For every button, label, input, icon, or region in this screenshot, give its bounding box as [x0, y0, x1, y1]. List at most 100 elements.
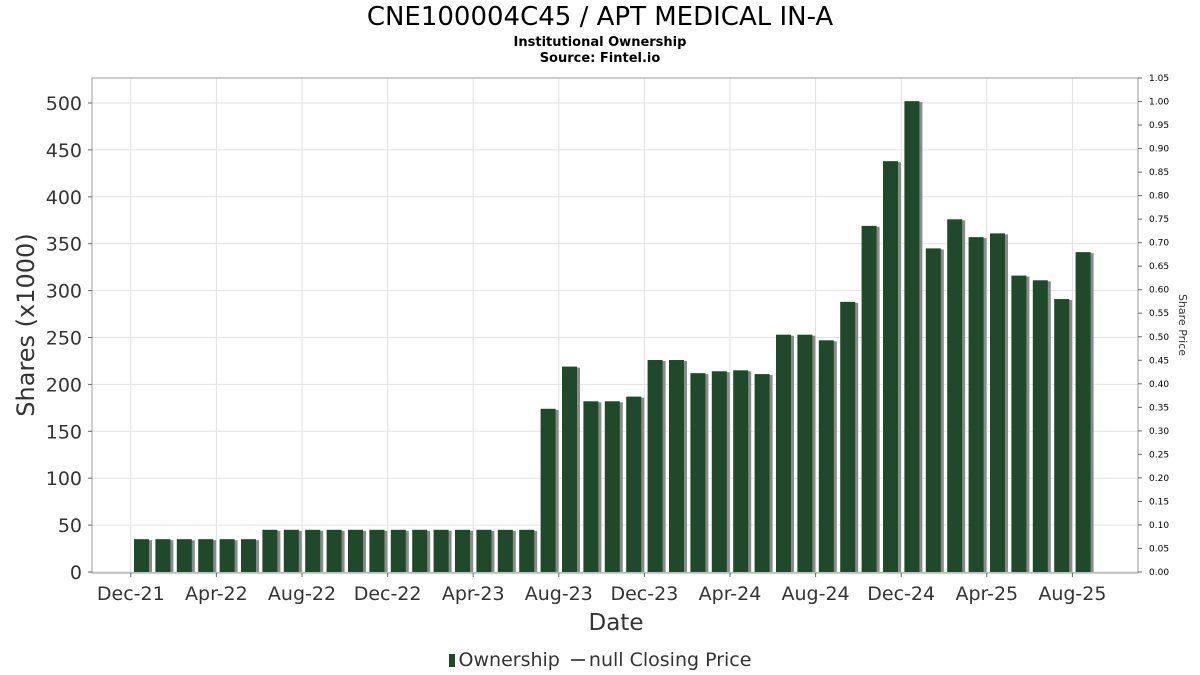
legend-closing-price: null Closing Price — [566, 648, 752, 671]
y-tick-label: 450 — [46, 140, 82, 162]
x-tick-label: Aug-23 — [525, 583, 593, 605]
x-tick-label: Dec-22 — [354, 583, 422, 605]
ownership-bar — [262, 529, 278, 572]
ownership-bar — [947, 219, 963, 572]
y-tick-label: 500 — [46, 93, 82, 115]
ownership-bar — [155, 539, 171, 572]
ownership-bar — [840, 301, 856, 572]
ownership-bar — [198, 539, 214, 572]
ownership-bar — [754, 374, 770, 572]
y2-tick-label: 0.15 — [1149, 497, 1169, 507]
ownership-bar — [968, 237, 984, 572]
ownership-bar — [326, 529, 342, 572]
legend-ownership-label: Ownership — [458, 648, 560, 671]
legend-ownership: Ownership — [448, 648, 560, 671]
x-tick-label: Dec-23 — [610, 583, 678, 605]
ownership-bar — [861, 225, 877, 573]
y2-tick-label: 0.10 — [1149, 521, 1169, 531]
chart-source: Source: Fintel.io — [539, 51, 661, 66]
x-tick-label: Aug-25 — [1038, 583, 1106, 605]
x-axis-label: Date — [589, 610, 644, 636]
y-tick-label: 0 — [70, 562, 82, 584]
y-tick-label: 100 — [46, 468, 82, 490]
ownership-bar — [562, 366, 577, 572]
ownership-bar — [455, 529, 470, 572]
y-tick-label: 250 — [46, 328, 82, 350]
y2-tick-label: 0.90 — [1149, 145, 1169, 155]
ownership-bar — [797, 334, 813, 572]
ownership-bar — [433, 529, 449, 572]
ownership-swatch — [448, 653, 455, 667]
y-tick-label: 50 — [58, 515, 82, 537]
y2-tick-label: 1.00 — [1149, 98, 1169, 108]
y2-tick-label: 0.80 — [1149, 192, 1169, 202]
y2-tick-label: 0.85 — [1149, 168, 1169, 178]
ownership-bar — [412, 529, 428, 572]
ownership-bar — [604, 401, 620, 572]
ownership-bar — [134, 539, 149, 572]
ownership-bar — [176, 539, 192, 572]
y-tick-label: 200 — [46, 374, 82, 396]
ownership-bars — [134, 101, 1094, 573]
y2-tick-label: 0.05 — [1149, 544, 1169, 554]
ownership-bar — [1054, 299, 1070, 572]
ownership-bar — [1075, 252, 1091, 572]
legend: Ownership null Closing Price — [0, 648, 1200, 671]
ownership-bar — [711, 371, 727, 572]
x-tick-label: Aug-22 — [268, 583, 336, 605]
x-tick-label: Dec-21 — [97, 583, 165, 605]
x-tick-label: Aug-24 — [782, 583, 850, 605]
x-tick-label: Dec-24 — [867, 583, 935, 605]
y2-tick-label: 0.75 — [1149, 215, 1169, 225]
y2-tick-label: 0.30 — [1149, 427, 1169, 437]
y2-tick-label: 0.20 — [1149, 474, 1169, 484]
ownership-bar — [818, 340, 834, 572]
ownership-bar — [1011, 275, 1027, 572]
y2-tick-label: 0.60 — [1149, 286, 1169, 296]
y2-tick-label: 0.70 — [1149, 239, 1169, 249]
ownership-bar — [305, 529, 321, 572]
legend-closing-price-label: null Closing Price — [588, 648, 752, 671]
y2-tick-label: 1.05 — [1149, 74, 1169, 84]
ownership-bar — [690, 373, 706, 572]
x-tick-label: Apr-23 — [442, 583, 505, 605]
y2-tick-label: 0.25 — [1149, 450, 1169, 460]
ownership-bar — [348, 529, 363, 572]
ownership-bar — [990, 233, 1005, 572]
ownership-bar — [583, 401, 599, 572]
ownership-bar — [519, 529, 535, 572]
x-tick-label: Apr-22 — [185, 583, 248, 605]
ownership-bar — [925, 248, 941, 572]
ownership-bar — [883, 161, 898, 572]
y2-tick-label: 0.95 — [1149, 121, 1169, 131]
plot-area — [91, 77, 1139, 574]
ownership-bar — [1032, 280, 1048, 572]
ownership-bar — [369, 529, 385, 572]
y2-tick-label: 0.45 — [1149, 356, 1169, 366]
y-tick-label: 350 — [46, 234, 82, 256]
y-tick-label: 400 — [46, 187, 82, 209]
y2-tick-label: 0.65 — [1149, 262, 1169, 272]
ownership-bar — [219, 539, 235, 572]
ownership-bar — [904, 101, 920, 573]
y-tick-label: 150 — [46, 421, 82, 443]
ownership-bar — [476, 529, 492, 572]
closing-price-swatch — [570, 659, 585, 661]
chart-subtitle: Institutional Ownership — [513, 35, 687, 50]
ownership-bar — [647, 360, 663, 572]
y2-tick-label: 0.00 — [1149, 568, 1169, 578]
ownership-bar — [776, 334, 791, 572]
ownership-bar — [540, 408, 556, 572]
ownership-bar — [733, 370, 749, 572]
y2-tick-label: 0.35 — [1149, 403, 1169, 413]
chart-title: CNE100004C45 / APT MEDICAL IN-A — [366, 2, 834, 32]
y-axis-label: Shares (x1000) — [12, 233, 40, 416]
y-tick-label: 300 — [46, 281, 82, 303]
y2-tick-label: 0.40 — [1149, 380, 1169, 390]
y2-tick-label: 0.55 — [1149, 309, 1169, 319]
secondary-y-axis-label: Share Price — [1176, 294, 1189, 356]
axes: 0 50 100 150 200 250 300 350 400 450 500 0.00 0.05 0.… — [46, 74, 1170, 605]
ownership-bar — [669, 360, 684, 572]
x-tick-label: Apr-24 — [699, 583, 762, 605]
